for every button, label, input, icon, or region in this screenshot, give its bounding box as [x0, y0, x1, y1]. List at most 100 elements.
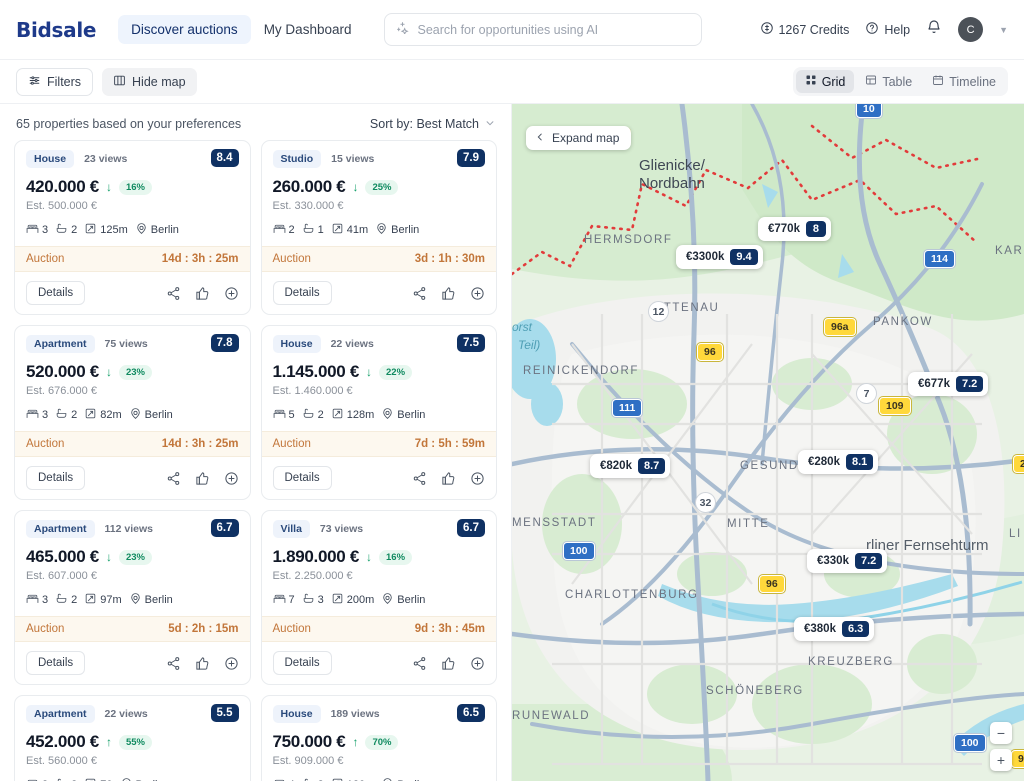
details-button[interactable]: Details	[26, 281, 86, 305]
card-actions	[166, 471, 239, 486]
chevron-down-icon[interactable]: ▼	[999, 24, 1008, 35]
help-label: Help	[884, 22, 911, 37]
details-button[interactable]: Details	[272, 281, 332, 305]
map-price-pin[interactable]: €380k 6.3	[794, 617, 875, 641]
view-timeline-tab[interactable]: Timeline	[923, 70, 1005, 93]
add-circle-icon[interactable]	[470, 656, 485, 671]
map-zoom-in-button[interactable]: +	[990, 749, 1012, 771]
notifications-bell-icon[interactable]	[926, 19, 942, 40]
add-circle-icon[interactable]	[470, 286, 485, 301]
property-card[interactable]: Studio 15 views 7.9 260.000 € ↓ 25% Est.…	[260, 140, 497, 315]
view-table-tab[interactable]: Table	[856, 70, 921, 93]
nav-discover-auctions[interactable]: Discover auctions	[118, 15, 251, 44]
details-button[interactable]: Details	[272, 651, 332, 675]
trend-up-icon: ↑	[105, 735, 112, 749]
property-card[interactable]: House 189 views 6.5 750.000 € ↑ 70% Est.…	[260, 695, 497, 781]
add-circle-icon[interactable]	[224, 286, 239, 301]
area-icon	[331, 407, 344, 423]
map-price-pin[interactable]: €677k 7.2	[908, 372, 989, 396]
spec-row: 2 1 41m Berlin	[273, 222, 486, 238]
property-card[interactable]: House 23 views 8.4 420.000 € ↓ 16% Est. …	[14, 140, 251, 315]
share-icon[interactable]	[166, 471, 181, 486]
add-circle-icon[interactable]	[224, 471, 239, 486]
thumbs-up-icon[interactable]	[195, 286, 210, 301]
property-card[interactable]: Apartment 75 views 7.8 520.000 € ↓ 23% E…	[14, 325, 251, 500]
map-price-pin[interactable]: €820k 8.7	[590, 454, 671, 478]
road-shield: 109	[879, 397, 911, 415]
thumbs-up-icon[interactable]	[441, 656, 456, 671]
bedrooms-spec: 4	[273, 777, 295, 781]
property-type-badge: Studio	[272, 150, 322, 168]
help-button[interactable]: Help	[865, 21, 910, 38]
view-grid-tab[interactable]: Grid	[795, 70, 855, 93]
bedrooms-value: 3	[42, 224, 49, 236]
card-meta-row: Studio 15 views	[272, 150, 486, 168]
app-header: Bidsale Discover auctions My Dashboard	[0, 0, 1024, 60]
card-footer: Details	[15, 642, 250, 684]
brand-logo[interactable]: Bidsale	[16, 17, 97, 42]
credits-indicator[interactable]: 1267 Credits	[760, 21, 849, 38]
thumbs-up-icon[interactable]	[195, 471, 210, 486]
filters-button[interactable]: Filters	[16, 67, 94, 96]
card-body: House 23 views 8.4 420.000 € ↓ 16% Est. …	[15, 141, 250, 246]
search-input[interactable]	[417, 22, 691, 37]
filters-label: Filters	[47, 74, 82, 89]
map-price-pin[interactable]: €3300k 9.4	[676, 245, 763, 269]
add-circle-icon[interactable]	[224, 656, 239, 671]
share-icon[interactable]	[412, 656, 427, 671]
map-zoom-controls: − +	[990, 722, 1012, 771]
card-footer: Details	[262, 457, 497, 499]
property-type-badge: House	[26, 150, 75, 168]
thumbs-up-icon[interactable]	[195, 656, 210, 671]
card-footer: Details	[262, 642, 497, 684]
area-spec: 41m	[331, 222, 368, 238]
credits-coin-icon	[760, 21, 774, 38]
area-value: 70	[100, 779, 112, 781]
map-pin-icon	[129, 592, 142, 608]
property-card[interactable]: Apartment 22 views 5.5 452.000 € ↑ 55% E…	[14, 695, 251, 781]
price: 465.000 €	[26, 547, 99, 566]
estimated-value: Est. 560.000 €	[26, 755, 97, 767]
add-circle-icon[interactable]	[470, 471, 485, 486]
map-pin-icon	[129, 407, 142, 423]
price: 1.890.000 €	[272, 547, 360, 566]
search-bar[interactable]	[384, 13, 703, 46]
sort-by-dropdown[interactable]: Sort by: Best Match	[370, 117, 495, 131]
expand-map-button[interactable]: Expand map	[526, 126, 632, 150]
property-card[interactable]: Villa 73 views 6.7 1.890.000 € ↓ 16% Est…	[260, 510, 497, 685]
spec-row: 7 3 200m Berlin	[273, 592, 486, 608]
hide-map-button[interactable]: Hide map	[102, 67, 197, 96]
thumbs-up-icon[interactable]	[441, 286, 456, 301]
spec-row: 5 2 128m Berlin	[273, 407, 486, 423]
area-icon	[84, 222, 97, 238]
area-icon	[331, 222, 344, 238]
map-price-pin[interactable]: €770k 8	[758, 217, 831, 241]
map-pane[interactable]: Expand map Glienicke/Nordbahn HERMSDORF KA…	[512, 104, 1024, 781]
thumbs-up-icon[interactable]	[441, 471, 456, 486]
map-price-pin[interactable]: €330k 7.2	[807, 549, 888, 573]
share-icon[interactable]	[412, 286, 427, 301]
view-count: 15 views	[331, 153, 375, 165]
pin-price: €770k	[768, 223, 800, 235]
bed-icon	[26, 592, 39, 608]
map-price-pin[interactable]: €280k 8.1	[798, 450, 879, 474]
nav-my-dashboard[interactable]: My Dashboard	[251, 15, 365, 44]
pin-price: €820k	[600, 460, 632, 472]
details-button[interactable]: Details	[26, 466, 86, 490]
ai-sparkle-icon	[396, 21, 410, 39]
price-row: 520.000 € ↓ 23%	[26, 362, 239, 382]
hide-map-label: Hide map	[132, 74, 186, 89]
share-icon[interactable]	[412, 471, 427, 486]
share-icon[interactable]	[166, 286, 181, 301]
details-button[interactable]: Details	[26, 651, 86, 675]
details-button[interactable]: Details	[272, 466, 332, 490]
property-card[interactable]: House 22 views 7.5 1.145.000 € ↓ 22% Est…	[260, 325, 497, 500]
property-card[interactable]: Apartment 112 views 6.7 465.000 € ↓ 23% …	[14, 510, 251, 685]
view-count: 75 views	[104, 338, 148, 350]
card-actions	[412, 656, 485, 671]
avatar[interactable]: C	[958, 17, 984, 42]
share-icon[interactable]	[166, 656, 181, 671]
pin-price: €677k	[918, 378, 950, 390]
map-zoom-out-button[interactable]: −	[990, 722, 1012, 744]
